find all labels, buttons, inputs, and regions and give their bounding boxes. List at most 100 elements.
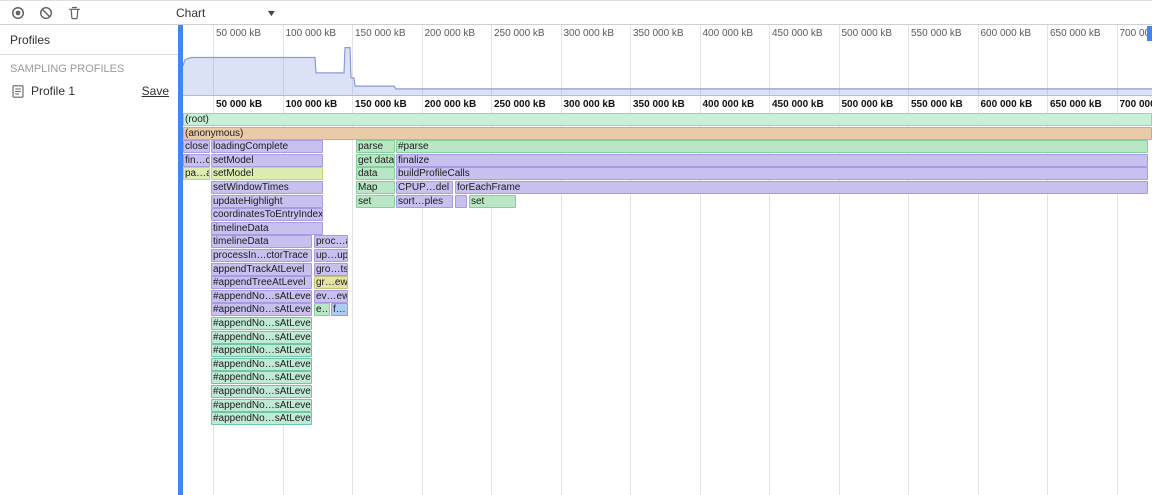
ruler-tick-label-top: 550 000 kB xyxy=(911,28,962,39)
gridline xyxy=(1116,25,1118,495)
flame-bar[interactable]: setModel xyxy=(211,167,323,181)
flame-bar[interactable]: gr…ew xyxy=(314,276,348,290)
trash-icon xyxy=(68,6,80,19)
profiles-sidebar: Profiles SAMPLING PROFILES Profile 1 Sav… xyxy=(0,25,178,495)
flame-bar[interactable]: updateHighlight xyxy=(211,194,323,208)
flame-bar[interactable]: #appendNo…sAtLevel xyxy=(211,303,312,317)
flame-bar[interactable]: parse xyxy=(356,140,395,154)
flame-bar[interactable]: up…up xyxy=(314,249,348,262)
clear-profiles-button[interactable] xyxy=(32,1,60,24)
profile-item[interactable]: Profile 1 Save xyxy=(0,80,178,102)
ruler-tick-label-bottom: 250 000 kB xyxy=(494,99,546,110)
flame-bar[interactable]: sort…ples xyxy=(396,194,453,208)
gridline xyxy=(769,25,770,495)
flame-bar[interactable]: get data xyxy=(356,153,395,167)
flame-bar[interactable]: #appendNo…sAtLevel xyxy=(211,385,312,398)
memory-overview-chart[interactable] xyxy=(183,41,1152,96)
flame-bar[interactable]: data xyxy=(356,167,395,181)
gridline xyxy=(421,25,423,495)
ruler-tick-label-bottom: 100 000 kB xyxy=(285,99,338,110)
record-icon xyxy=(11,6,25,19)
flame-bar[interactable]: (anonymous) xyxy=(183,126,1152,140)
sidebar-splitter-handle[interactable] xyxy=(178,25,183,495)
ruler-tick-label-top: 650 000 kB xyxy=(1050,28,1101,39)
gridline xyxy=(908,25,909,495)
selection-handle-right[interactable] xyxy=(1147,26,1152,41)
ruler-tick-label-bottom: 600 000 kB xyxy=(980,99,1033,110)
flame-bar[interactable]: #appendNo…sAtLevel xyxy=(211,371,312,385)
gridline xyxy=(838,25,840,495)
record-button[interactable] xyxy=(4,1,32,24)
flame-bar[interactable]: setModel xyxy=(211,153,323,167)
flame-bar[interactable]: buildProfileCalls xyxy=(396,167,1148,181)
memory-ruler-bottom: 50 000 kB 100 000 kB 150 000 kB 200 000 kB 2… xyxy=(183,96,1152,112)
ruler-tick-label-top: 350 000 kB xyxy=(633,28,684,39)
flame-bar[interactable]: #parse xyxy=(396,140,1148,154)
flame-bar[interactable]: timelineData xyxy=(211,235,312,249)
ruler-tick-label-top: 700 000 kB xyxy=(1119,28,1152,39)
flame-bar[interactable]: #appendNo…sAtLevel xyxy=(211,344,312,358)
flame-bar[interactable]: coordinatesToEntryIndex xyxy=(211,208,323,222)
flame-bar[interactable]: pa…at xyxy=(183,167,210,181)
panel-body: Profiles SAMPLING PROFILES Profile 1 Sav… xyxy=(0,25,1152,495)
flame-bar[interactable]: #appendTreeAtLevel xyxy=(211,276,312,290)
flame-chart[interactable]: (root) (anonymous) close loadingComplete par… xyxy=(183,113,1152,495)
flame-bar[interactable]: processIn…ctorTrace xyxy=(211,249,312,262)
ruler-tick-label-bottom: 650 000 kB xyxy=(1050,99,1102,110)
clear-icon xyxy=(39,6,53,19)
ruler-tick-label-bottom: 400 000 kB xyxy=(702,99,755,110)
flame-bar[interactable]: Map xyxy=(356,181,395,194)
delete-profile-button[interactable] xyxy=(60,1,88,24)
sidebar-title: Profiles xyxy=(0,25,178,55)
flame-bar[interactable]: #appendNo…sAtLevel xyxy=(211,330,312,344)
flame-bar[interactable]: gro…ts xyxy=(314,262,348,276)
profile-document-icon xyxy=(12,84,24,98)
flame-bar[interactable]: #appendNo…sAtLevel xyxy=(211,357,312,371)
flame-bar[interactable]: set xyxy=(469,194,516,208)
ruler-tick-label-top: 600 000 kB xyxy=(980,28,1032,39)
flame-bar[interactable]: ev…ew xyxy=(314,289,348,303)
view-mode-select[interactable]: Chart ▼ xyxy=(172,3,280,23)
flame-bar[interactable]: (root) xyxy=(183,113,1152,126)
flame-bar[interactable]: close xyxy=(183,140,210,154)
flame-bar[interactable]: e… xyxy=(314,303,330,317)
flame-bar[interactable]: #appendNo…sAtLevel xyxy=(211,412,312,426)
ruler-tick-label-bottom: 150 000 kB xyxy=(355,99,407,110)
ruler-tick-label-top: 100 000 kB xyxy=(285,28,337,39)
flame-bar[interactable]: #appendNo…sAtLevel xyxy=(211,289,312,303)
ruler-tick-label-top: 150 000 kB xyxy=(355,28,406,39)
view-mode-label: Chart xyxy=(176,5,206,20)
memory-ruler-top: 50 000 kB 100 000 kB 150 000 kB 200 000 kB 2… xyxy=(183,25,1152,41)
save-profile-link[interactable]: Save xyxy=(141,84,169,98)
flame-bar[interactable]: proc…ata xyxy=(314,235,348,249)
ruler-tick-label-top: 200 000 kB xyxy=(424,28,476,39)
flame-bar[interactable]: timelineData xyxy=(211,221,323,235)
ruler-tick-label-top: 300 000 kB xyxy=(563,28,615,39)
flame-bar[interactable]: setWindowTimes xyxy=(211,181,323,194)
ruler-tick-label-bottom: 450 000 kB xyxy=(772,99,824,110)
flame-bar[interactable]: fin…ce xyxy=(183,153,210,167)
flame-bar[interactable]: loadingComplete xyxy=(211,140,323,154)
ruler-tick-label-top: 500 000 kB xyxy=(841,28,893,39)
gridline xyxy=(977,25,979,495)
ruler-tick-label-bottom: 200 000 kB xyxy=(424,99,477,110)
flame-bar[interactable]: set xyxy=(356,194,395,208)
ruler-tick-label-bottom: 700 000 kB xyxy=(1119,99,1152,110)
flame-bar[interactable] xyxy=(455,194,467,208)
flame-bar[interactable]: f… xyxy=(331,303,348,317)
ruler-tick-label-bottom: 500 000 kB xyxy=(841,99,894,110)
flame-bar[interactable]: #appendNo…sAtLevel xyxy=(211,398,312,412)
gridline xyxy=(560,25,562,495)
flame-bar[interactable]: CPUP…del xyxy=(396,181,453,194)
ruler-tick-label-bottom: 300 000 kB xyxy=(563,99,616,110)
flame-bar[interactable]: finalize xyxy=(396,153,1148,167)
flame-bar[interactable]: appendTrackAtLevel xyxy=(211,262,312,276)
overview-area xyxy=(183,47,1152,96)
ruler-tick-label-top: 50 000 kB xyxy=(216,28,262,39)
sampling-profiles-section-label: SAMPLING PROFILES xyxy=(10,63,125,75)
flame-bar[interactable]: forEachFrame xyxy=(455,181,1148,194)
flame-bar[interactable]: #appendNo…sAtLevel xyxy=(211,317,312,330)
gridline xyxy=(352,25,353,495)
flame-chart-panel: 50 000 kB 100 000 kB 150 000 kB 200 000 kB 2… xyxy=(183,25,1152,495)
